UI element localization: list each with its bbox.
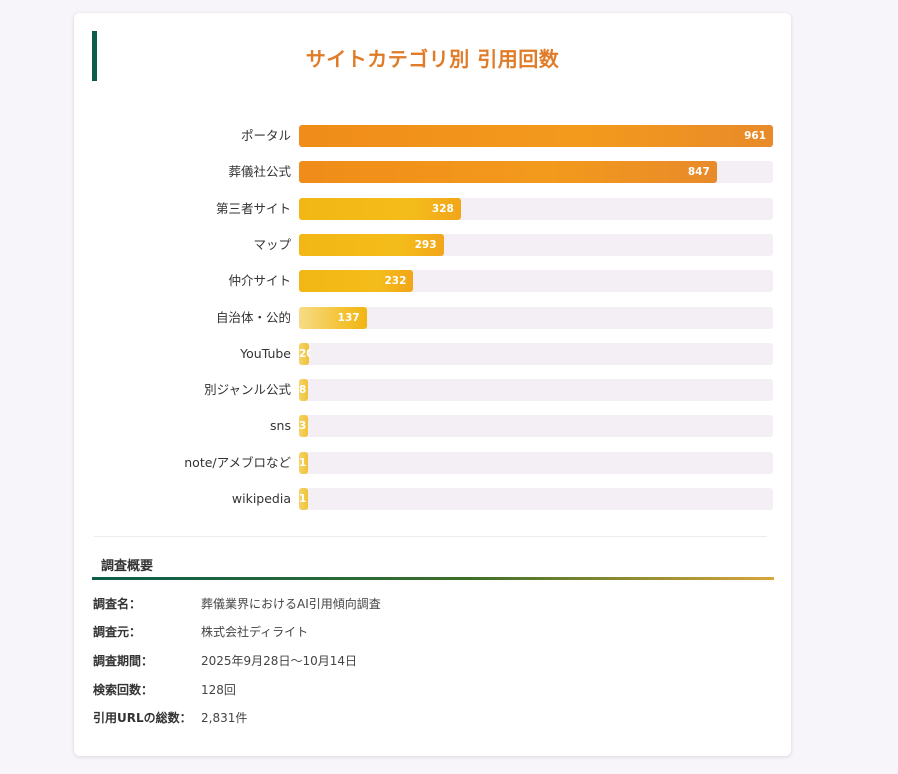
category-label: 仲介サイト: [228, 273, 291, 288]
summary-value: 葬儀業界におけるAI引用傾向調査: [201, 597, 381, 611]
bar-track: [299, 452, 773, 474]
category-label: wikipedia: [231, 491, 291, 506]
summary-value: 128回: [201, 683, 236, 697]
summary-key: 引用URLの総数：: [93, 711, 192, 725]
bar-value-label: 137: [337, 312, 360, 324]
bar: [299, 343, 309, 365]
category-label: 第三者サイト: [215, 201, 291, 216]
bar-value-label: 847: [687, 166, 710, 178]
title-accent-bar: [92, 31, 97, 81]
bar: [299, 198, 461, 220]
bar-value-label: 961: [744, 130, 766, 142]
bar-track: [299, 379, 773, 401]
summary-rule: [92, 577, 774, 580]
bar: [299, 234, 444, 256]
summary-value: 2,831件: [201, 711, 248, 725]
bar-value-label: 1: [299, 457, 307, 469]
summary-key: 調査元：: [93, 625, 142, 639]
bar: [299, 270, 414, 292]
bar: [299, 452, 308, 474]
bar: [299, 125, 773, 147]
summary-value: 2025年9月28日〜10月14日: [201, 654, 357, 668]
bar: [299, 161, 717, 183]
bar: [299, 307, 367, 329]
summary-key: 調査名：: [93, 597, 142, 611]
summary-key: 調査期間：: [93, 654, 154, 668]
bar-track: [299, 307, 773, 329]
section-divider: [94, 536, 767, 537]
category-label: 葬儀社公式: [228, 164, 291, 179]
bar-value-label: 1: [299, 493, 307, 505]
category-label: YouTube: [240, 346, 291, 361]
category-label: 自治体・公的: [215, 310, 291, 325]
bar-value-label: 3: [299, 420, 307, 432]
summary-heading: 調査概要: [101, 559, 154, 574]
bar-value-label: 328: [431, 203, 454, 215]
bar-value-label: 8: [299, 384, 307, 396]
bar-value-label: 232: [384, 275, 407, 287]
bar-value-label: 20: [299, 348, 311, 360]
bar-value-label: 293: [414, 239, 437, 251]
bar: [299, 415, 308, 437]
bar-track: [299, 488, 773, 510]
bar-track: [299, 270, 773, 292]
bar: [299, 488, 308, 510]
category-label: 別ジャンル公式: [204, 382, 291, 397]
summary-key: 検索回数：: [93, 683, 154, 697]
bar-track: [299, 343, 773, 365]
category-label: マップ: [253, 237, 291, 252]
bar-track: [299, 415, 773, 437]
chart-card: サイトカテゴリ別 引用回数 ポータル 961 葬儀社公式 847 第三者サイト 328 マッ…: [74, 13, 791, 756]
chart-title: サイトカテゴリ別 引用回数: [305, 47, 560, 71]
bar: [299, 379, 308, 401]
category-label: sns: [270, 418, 291, 433]
category-label: note/アメブロなど: [184, 455, 291, 470]
category-label: ポータル: [240, 128, 291, 143]
summary-value: 株式会社ディライト: [201, 625, 309, 639]
